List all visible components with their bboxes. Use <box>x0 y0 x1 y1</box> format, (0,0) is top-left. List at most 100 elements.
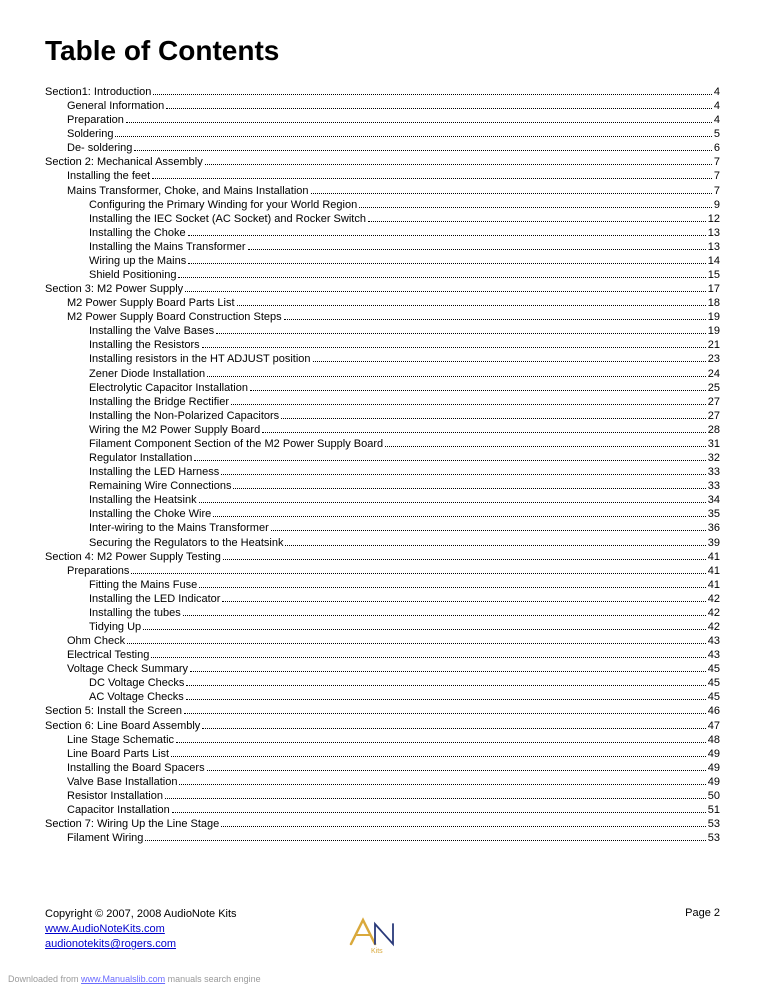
toc-entry[interactable]: Section1: Introduction4 <box>45 85 720 99</box>
toc-entry-page: 5 <box>714 127 720 141</box>
manualslib-link[interactable]: www.Manualslib.com <box>81 974 165 984</box>
toc-entry[interactable]: Regulator Installation 32 <box>45 451 720 465</box>
toc-leader-dots <box>202 347 706 348</box>
toc-entry-label: Resistor Installation <box>67 789 163 803</box>
toc-entry[interactable]: Preparation4 <box>45 113 720 127</box>
toc-entry-page: 17 <box>708 282 720 296</box>
toc-entry[interactable]: Installing the Non-Polarized Capacitors2… <box>45 409 720 423</box>
toc-entry-label: Installing the LED Indicator <box>89 592 220 606</box>
toc-leader-dots <box>285 545 705 546</box>
toc-entry-label: Tidying Up <box>89 620 141 634</box>
toc-entry[interactable]: Line Board Parts List49 <box>45 747 720 761</box>
toc-entry[interactable]: Installing the Board Spacers49 <box>45 761 720 775</box>
toc-entry[interactable]: Line Stage Schematic 48 <box>45 733 720 747</box>
toc-entry[interactable]: Filament Wiring 53 <box>45 831 720 845</box>
toc-entry[interactable]: Soldering5 <box>45 127 720 141</box>
toc-entry-label: Preparations <box>67 564 129 578</box>
toc-entry-label: Filament Wiring <box>67 831 143 845</box>
toc-entry-label: Zener Diode Installation <box>89 367 205 381</box>
toc-entry[interactable]: Section 6: Line Board Assembly47 <box>45 719 720 733</box>
toc-entry-label: Electrolytic Capacitor Installation <box>89 381 248 395</box>
toc-entry-label: Line Stage Schematic <box>67 733 174 747</box>
toc-entry[interactable]: Wiring the M2 Power Supply Board28 <box>45 423 720 437</box>
toc-entry[interactable]: Installing the Mains Transformer13 <box>45 240 720 254</box>
toc-entry[interactable]: Section 7: Wiring Up the Line Stage53 <box>45 817 720 831</box>
toc-entry[interactable]: Capacitor Installation51 <box>45 803 720 817</box>
toc-entry[interactable]: Installing the feet7 <box>45 169 720 183</box>
toc-entry-page: 32 <box>708 451 720 465</box>
toc-entry[interactable]: Installing the Choke13 <box>45 226 720 240</box>
toc-entry[interactable]: Shield Positioning15 <box>45 268 720 282</box>
footer-left: Copyright © 2007, 2008 AudioNote Kits ww… <box>45 907 237 952</box>
toc-entry-label: Section1: Introduction <box>45 85 151 99</box>
toc-entry[interactable]: Fitting the Mains Fuse41 <box>45 578 720 592</box>
toc-entry[interactable]: Remaining Wire Connections33 <box>45 479 720 493</box>
toc-entry[interactable]: M2 Power Supply Board Parts List18 <box>45 296 720 310</box>
toc-entry[interactable]: De- soldering6 <box>45 141 720 155</box>
toc-entry[interactable]: AC Voltage Checks45 <box>45 690 720 704</box>
toc-entry[interactable]: Section 3: M2 Power Supply17 <box>45 282 720 296</box>
toc-entry-label: Regulator Installation <box>89 451 192 465</box>
toc-entry[interactable]: Securing the Regulators to the Heatsink3… <box>45 536 720 550</box>
toc-entry-page: 47 <box>708 719 720 733</box>
download-prefix: Downloaded from <box>8 974 81 984</box>
toc-entry-page: 35 <box>708 507 720 521</box>
toc-entry[interactable]: Electrolytic Capacitor Installation25 <box>45 381 720 395</box>
page-number: Page 2 <box>685 907 720 919</box>
toc-entry[interactable]: Installing the Bridge Rectifier27 <box>45 395 720 409</box>
toc-entry[interactable]: Installing the IEC Socket (AC Socket) an… <box>45 212 720 226</box>
toc-entry[interactable]: Section 2: Mechanical Assembly7 <box>45 155 720 169</box>
toc-entry[interactable]: Zener Diode Installation24 <box>45 367 720 381</box>
toc-leader-dots <box>194 460 705 461</box>
toc-leader-dots <box>188 263 706 264</box>
toc-entry[interactable]: Mains Transformer, Choke, and Mains Inst… <box>45 184 720 198</box>
toc-entry[interactable]: Installing the Choke Wire35 <box>45 507 720 521</box>
toc-entry[interactable]: Tidying Up42 <box>45 620 720 634</box>
email-link[interactable]: audionotekits@rogers.com <box>45 938 176 950</box>
toc-entry[interactable]: Voltage Check Summary45 <box>45 662 720 676</box>
toc-entry[interactable]: Installing the Valve Bases19 <box>45 324 720 338</box>
toc-entry[interactable]: Section 4: M2 Power Supply Testing41 <box>45 550 720 564</box>
toc-entry[interactable]: Resistor Installation50 <box>45 789 720 803</box>
toc-leader-dots <box>185 291 706 292</box>
toc-leader-dots <box>151 657 705 658</box>
toc-entry-label: Shield Positioning <box>89 268 176 282</box>
toc-leader-dots <box>199 587 706 588</box>
toc-entry[interactable]: Installing the tubes42 <box>45 606 720 620</box>
toc-entry[interactable]: Configuring the Primary Winding for your… <box>45 198 720 212</box>
toc-leader-dots <box>126 122 712 123</box>
toc-entry-label: Fitting the Mains Fuse <box>89 578 197 592</box>
toc-leader-dots <box>178 277 705 278</box>
toc-leader-dots <box>221 826 705 827</box>
toc-leader-dots <box>190 671 706 672</box>
toc-entry[interactable]: General Information4 <box>45 99 720 113</box>
toc-entry[interactable]: Ohm Check43 <box>45 634 720 648</box>
toc-entry-page: 42 <box>708 606 720 620</box>
toc-leader-dots <box>385 446 706 447</box>
toc-entry-label: Valve Base Installation <box>67 775 177 789</box>
website-link[interactable]: www.AudioNoteKits.com <box>45 923 165 935</box>
toc-entry[interactable]: Valve Base Installation49 <box>45 775 720 789</box>
toc-entry[interactable]: Installing the LED Harness33 <box>45 465 720 479</box>
toc-entry-page: 48 <box>708 733 720 747</box>
toc-entry[interactable]: M2 Power Supply Board Construction Steps… <box>45 310 720 324</box>
toc-entry-label: Installing the Mains Transformer <box>89 240 246 254</box>
toc-entry[interactable]: Inter-wiring to the Mains Transformer36 <box>45 521 720 535</box>
toc-entry[interactable]: Installing the Heatsink34 <box>45 493 720 507</box>
toc-entry[interactable]: Installing resistors in the HT ADJUST po… <box>45 352 720 366</box>
toc-leader-dots <box>127 643 706 644</box>
toc-entry[interactable]: Wiring up the Mains14 <box>45 254 720 268</box>
toc-entry-label: AC Voltage Checks <box>89 690 184 704</box>
toc-entry[interactable]: Filament Component Section of the M2 Pow… <box>45 437 720 451</box>
toc-entry[interactable]: Preparations41 <box>45 564 720 578</box>
toc-entry[interactable]: DC Voltage Checks45 <box>45 676 720 690</box>
toc-entry[interactable]: Electrical Testing43 <box>45 648 720 662</box>
toc-entry[interactable]: Section 5: Install the Screen46 <box>45 704 720 718</box>
toc-entry-label: Section 7: Wiring Up the Line Stage <box>45 817 219 831</box>
toc-leader-dots <box>231 404 706 405</box>
toc-leader-dots <box>281 418 706 419</box>
toc-entry[interactable]: Installing the LED Indicator42 <box>45 592 720 606</box>
toc-entry-page: 53 <box>708 831 720 845</box>
toc-leader-dots <box>223 559 706 560</box>
toc-entry[interactable]: Installing the Resistors21 <box>45 338 720 352</box>
